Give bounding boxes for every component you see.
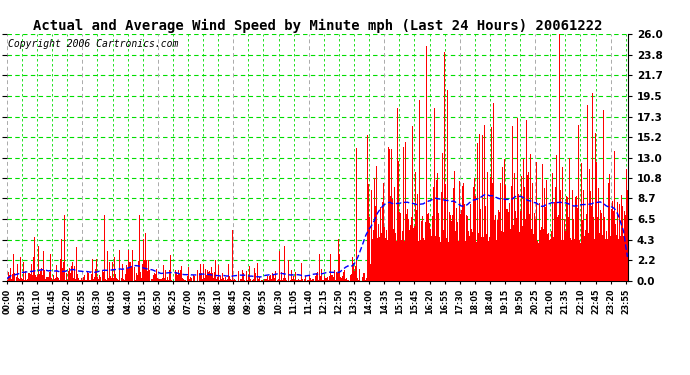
Text: Copyright 2006 Cartronics.com: Copyright 2006 Cartronics.com [8,39,179,49]
Title: Actual and Average Wind Speed by Minute mph (Last 24 Hours) 20061222: Actual and Average Wind Speed by Minute … [32,18,602,33]
